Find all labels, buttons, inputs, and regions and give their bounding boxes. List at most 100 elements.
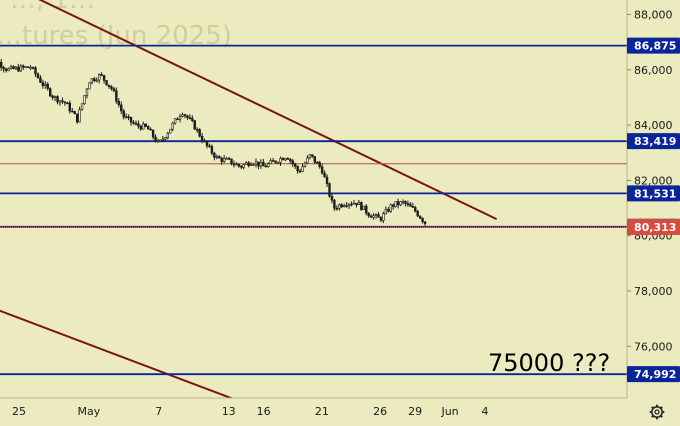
candle-body xyxy=(7,68,10,71)
candle-body xyxy=(232,163,236,166)
candle-body xyxy=(75,113,79,123)
time-axis-ticks: 25 May 7 13 16 21 26 29 Jun 4 xyxy=(12,405,489,418)
candle-body xyxy=(293,163,297,167)
candle-body xyxy=(95,79,98,82)
time-tick-label: 16 xyxy=(257,405,271,418)
candle-body xyxy=(222,158,226,162)
candle-body xyxy=(102,75,106,81)
candle-body xyxy=(171,122,174,130)
candle-body xyxy=(416,210,419,217)
candle-body xyxy=(333,199,336,209)
candle-body xyxy=(191,117,194,121)
candle-body xyxy=(323,172,326,178)
candle-body xyxy=(308,154,312,159)
candle-body xyxy=(320,166,324,174)
time-axis-panel[interactable] xyxy=(0,398,680,426)
candle-body xyxy=(4,68,8,71)
candle-body xyxy=(374,214,378,216)
candle-body xyxy=(29,67,32,69)
candle-body xyxy=(389,204,392,212)
candle-body xyxy=(213,152,216,158)
time-tick-label: 21 xyxy=(315,405,329,418)
trendlines xyxy=(0,0,498,403)
candle-body xyxy=(296,165,299,172)
candle-body xyxy=(142,123,145,130)
candle-body xyxy=(129,116,133,123)
time-tick-label: 4 xyxy=(482,405,489,418)
candle-body xyxy=(306,157,309,164)
candle-body xyxy=(144,123,147,127)
candle-body xyxy=(240,165,243,168)
candle-body xyxy=(12,66,15,70)
candle-body xyxy=(264,165,267,168)
candle-body xyxy=(355,202,358,206)
candle-body xyxy=(289,158,292,162)
candle-body xyxy=(137,123,140,127)
candle-body xyxy=(173,118,177,124)
candle-body xyxy=(269,160,272,164)
candle-body xyxy=(122,110,125,118)
candle-body xyxy=(124,116,128,118)
candle-body xyxy=(53,96,57,98)
candle-body xyxy=(88,82,91,90)
current-price-pill xyxy=(627,219,680,236)
candle-body xyxy=(147,126,150,130)
candle-body xyxy=(367,212,370,217)
candle-body xyxy=(71,110,74,113)
candle-body xyxy=(421,218,424,223)
candle-body xyxy=(17,66,20,72)
level-price-pill xyxy=(627,37,680,54)
candle-body xyxy=(249,164,253,166)
candle-body xyxy=(382,213,385,221)
candle-body xyxy=(262,161,265,167)
candle-body xyxy=(24,66,27,68)
candle-body xyxy=(345,205,348,207)
candle-body xyxy=(90,78,94,84)
candle-body xyxy=(245,162,248,165)
candle-body xyxy=(68,102,72,112)
candle-body xyxy=(281,158,285,161)
candle-body xyxy=(401,201,405,203)
candle-body xyxy=(9,66,13,69)
candle-body xyxy=(100,74,103,76)
candle-body xyxy=(181,114,184,117)
candle-body xyxy=(159,139,162,142)
candle-body xyxy=(98,74,101,81)
candle-body xyxy=(328,183,331,197)
candlesticks xyxy=(0,58,427,227)
candle-body xyxy=(34,67,37,75)
candle-body xyxy=(127,116,130,118)
candle-body xyxy=(198,129,201,137)
candle-body xyxy=(411,205,414,208)
candle-body xyxy=(107,84,111,87)
candle-body xyxy=(267,163,270,168)
candle-body xyxy=(210,146,214,154)
candle-body xyxy=(149,128,152,131)
time-tick-label: 25 xyxy=(12,405,26,418)
candle-body xyxy=(257,161,260,167)
candle-body xyxy=(276,162,280,164)
price-tick-label: 88,000 xyxy=(634,9,673,22)
candle-body xyxy=(414,207,417,212)
gear-icon[interactable] xyxy=(649,404,665,420)
candle-body xyxy=(63,101,67,104)
candle-body xyxy=(396,201,400,206)
candle-body xyxy=(394,201,397,207)
candle-body xyxy=(139,125,143,130)
price-target-annotation: 75000 ??? xyxy=(488,349,610,377)
level-price-value: 83,419 xyxy=(634,135,676,148)
candle-body xyxy=(379,217,383,221)
candle-body xyxy=(220,157,223,162)
candle-body xyxy=(335,207,339,210)
candle-body xyxy=(46,84,49,89)
candle-body xyxy=(301,166,304,172)
candle-body xyxy=(85,88,89,96)
horizontal-levels[interactable] xyxy=(0,44,627,376)
candle-body xyxy=(242,164,245,168)
candle-body xyxy=(316,161,319,164)
level-price-pill xyxy=(627,133,680,150)
candle-body xyxy=(218,156,221,159)
candle-body xyxy=(208,145,211,148)
candle-body xyxy=(44,84,47,86)
